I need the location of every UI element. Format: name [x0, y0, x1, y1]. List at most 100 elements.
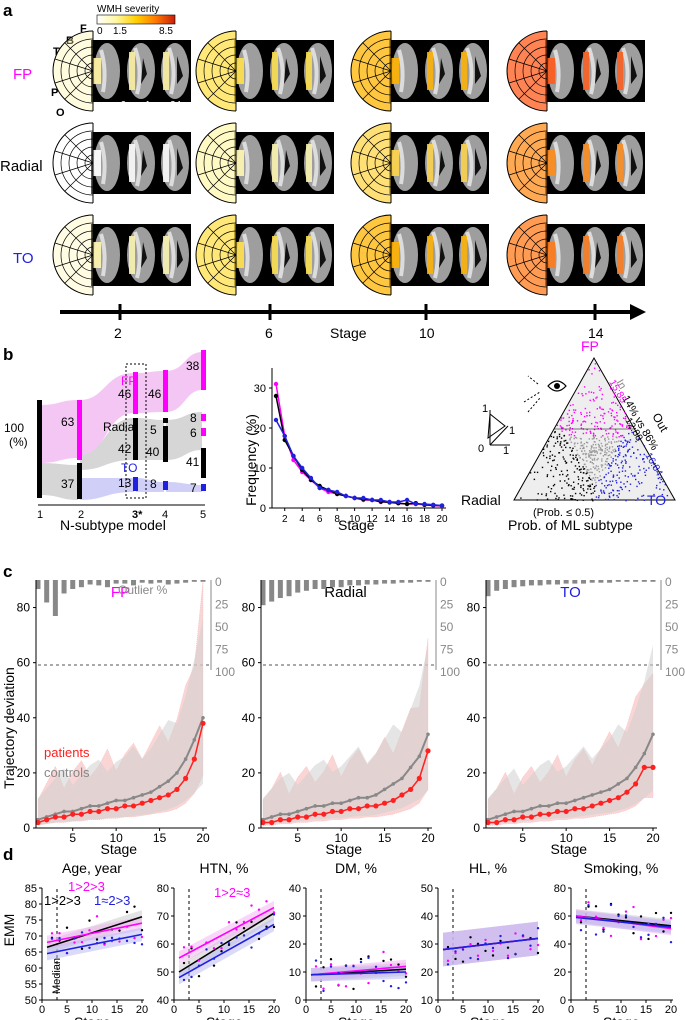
outlier-bar [624, 580, 630, 582]
scatter-point [569, 446, 571, 449]
y-tick-label: 60 [467, 656, 481, 670]
scatter-point [597, 443, 600, 446]
scatter-point [600, 442, 603, 445]
stage-tick: 14 [588, 325, 604, 341]
scatter-point [585, 472, 587, 475]
scatter-point [566, 413, 569, 415]
scatter-point [553, 445, 555, 447]
controls-point [581, 795, 586, 800]
trend-line-to [442, 937, 539, 951]
scatter-point [552, 475, 555, 478]
data-point [624, 910, 628, 913]
scatter-point [653, 493, 655, 496]
wmh-overlay [547, 58, 555, 84]
outlier-bar [131, 580, 137, 586]
data-point [314, 959, 318, 962]
data-point [329, 963, 333, 966]
sankey-xtick: 3* [132, 509, 143, 521]
scatter-point [582, 458, 584, 461]
scatter-point [622, 446, 625, 448]
trajectory-chart-to: TO 0 20 40 60 80 0 25 50 75 100 5 10 15 20 Stage [467, 575, 685, 857]
wmh-overlay [547, 242, 555, 268]
outlier-bar [321, 580, 327, 589]
brain-slices [89, 38, 193, 104]
scatter-point [578, 461, 580, 464]
y-tick-label: 20 [467, 766, 481, 780]
chart-title: DM, % [335, 860, 377, 876]
wmh-overlay [617, 52, 623, 90]
scatter-point [589, 485, 592, 488]
sankey-count: 46 [118, 387, 132, 401]
scatter-point [616, 415, 618, 417]
outlier-bar [44, 580, 50, 603]
outlier-bar [148, 580, 154, 584]
patients-point [355, 806, 362, 812]
scatter-point [631, 431, 633, 434]
patients-point [52, 814, 58, 820]
scatter-point [628, 448, 631, 451]
outlier-bar [485, 580, 491, 597]
outlier-bar [554, 580, 560, 585]
scatter-point [605, 460, 607, 463]
scatter-point [593, 449, 596, 452]
y-tick-label: 85 [25, 883, 37, 895]
scatter-point [596, 408, 599, 410]
scatter-point [591, 459, 594, 461]
outlier-bar [104, 580, 110, 588]
controls-point [607, 787, 612, 792]
controls-point [633, 765, 638, 770]
controls-point [408, 765, 413, 770]
scatter-point [570, 422, 573, 425]
scatter-point [594, 467, 596, 470]
scatter-point [585, 441, 588, 444]
scatter-point [560, 417, 563, 419]
scatter-point [582, 447, 584, 450]
scatter-point [570, 498, 572, 500]
scatter-point [556, 495, 558, 497]
scatter-point [560, 426, 563, 428]
sankey-chart: 100 (%) 63 37 46 42 13 FP Radial TO 46 5… [4, 350, 206, 533]
scatter-point [607, 411, 610, 413]
data-point [50, 937, 54, 940]
wmh-overlay [617, 144, 623, 182]
data-point [242, 920, 246, 924]
scatter-point [596, 422, 599, 424]
outlier-bar [607, 580, 613, 583]
scatter-point [572, 404, 574, 406]
outlier-bar [157, 580, 163, 583]
data-point [65, 951, 69, 955]
bullseye-plot [195, 122, 237, 204]
data-point [337, 983, 340, 987]
scatter-point [558, 497, 560, 499]
emm-chart-0: Age, year 50 55 60 65 70 75 80 85 0 5 10 15 20 Stage Me… [25, 860, 148, 1020]
y-tick-label: 20 [554, 967, 566, 979]
data-point [110, 936, 114, 940]
scatter-point [580, 484, 582, 487]
scatter-point [571, 422, 574, 424]
patients-point [425, 748, 431, 754]
sankey-count: 100 [4, 421, 24, 435]
scatter-point [563, 458, 565, 460]
scatter-point [592, 398, 595, 401]
scatter-point [625, 462, 627, 464]
scatter-point [590, 454, 593, 456]
data-point [250, 920, 253, 924]
data-point [291, 453, 296, 459]
scatter-point [620, 462, 623, 464]
data-point [182, 961, 186, 965]
data-point [314, 965, 318, 968]
data-point [499, 939, 502, 943]
controls-point [140, 793, 145, 797]
scatter-point [641, 495, 643, 497]
data-point [654, 922, 658, 926]
outlier-bar [260, 580, 266, 606]
outlier-bar [528, 580, 534, 586]
scatter-point [604, 447, 607, 450]
scatter-point [608, 446, 611, 448]
controls-point [295, 809, 300, 814]
scatter-point [609, 387, 612, 390]
patients-point [641, 764, 647, 770]
data-point [133, 941, 136, 945]
controls-point [304, 806, 309, 811]
scatter-point [611, 452, 613, 454]
